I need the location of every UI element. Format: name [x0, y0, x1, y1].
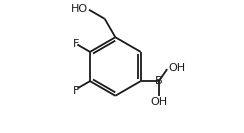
Text: F: F	[72, 86, 79, 96]
Text: OH: OH	[150, 97, 167, 107]
Text: B: B	[155, 76, 163, 86]
Text: HO: HO	[71, 4, 88, 14]
Text: OH: OH	[169, 63, 186, 73]
Text: F: F	[72, 39, 79, 49]
